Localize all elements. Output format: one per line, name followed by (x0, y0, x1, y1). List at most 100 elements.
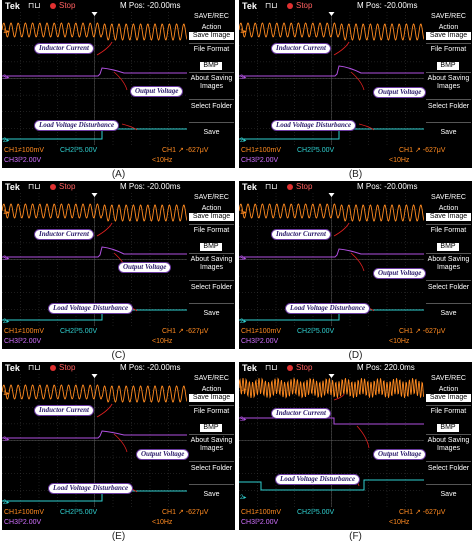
trigger-readout: CH1 ↗ -627μV (162, 147, 209, 154)
trigger-frequency: <10Hz (152, 157, 173, 164)
menu-about-saving[interactable]: About Saving Images (427, 256, 470, 271)
menu-bmp-value[interactable]: BMP (200, 424, 222, 432)
ch2-marker-icon: 2▸ (240, 138, 246, 144)
menu-save-image[interactable]: Save Image (189, 394, 234, 402)
load-disturbance-trace (239, 128, 424, 140)
menu-divider (426, 280, 471, 281)
ch3-marker-icon: 3▸ (240, 256, 246, 262)
inductor-current-trace (2, 203, 187, 222)
inductor-current-label: Inductor Current (271, 229, 331, 240)
menu-select-folder[interactable]: Select Folder (190, 284, 233, 291)
menu-save-image[interactable]: Save Image (426, 394, 471, 402)
annotation-arrow (113, 433, 128, 453)
menu-about-saving[interactable]: About Saving Images (427, 437, 470, 452)
ch1-scale: CH1≠100mV (4, 509, 45, 516)
menu-select-folder[interactable]: Select Folder (190, 465, 233, 472)
trigger-position-icon (328, 12, 335, 16)
menu-file-format[interactable]: File Format (193, 46, 230, 53)
menu-title: SAVE/REC (431, 375, 466, 382)
menu-file-format[interactable]: File Format (430, 408, 467, 415)
menu-action-label[interactable]: Action (201, 205, 222, 212)
menu-bmp-value[interactable]: BMP (437, 243, 459, 251)
menu-action-label[interactable]: Action (438, 205, 459, 212)
output-voltage-label: Output Voltage (130, 86, 184, 97)
menu-divider (189, 484, 234, 485)
load-disturbance-label: Load Voltage Disturbance (48, 303, 134, 314)
menu-save[interactable]: Save (440, 129, 457, 136)
scope-status-bar: Tek ⊓⊔ Stop M Pos: -20.00ms (239, 0, 472, 12)
menu-save-image[interactable]: Save Image (189, 32, 234, 40)
menu-save[interactable]: Save (203, 491, 220, 498)
trigger-readout: CH1 ↗ -627μV (162, 509, 209, 516)
acquisition-status: Stop (296, 363, 313, 372)
menu-divider (426, 434, 471, 435)
menu-save[interactable]: Save (440, 491, 457, 498)
menu-save-image[interactable]: Save Image (189, 213, 234, 221)
ch1-scale: CH1≠100mV (4, 328, 45, 335)
menu-action-label[interactable]: Action (438, 24, 459, 31)
menu-bmp-value[interactable]: BMP (437, 424, 459, 432)
annotation-arrow (333, 41, 350, 56)
menu-file-format[interactable]: File Format (430, 227, 467, 234)
ch2-marker-icon: 2▸ (3, 138, 9, 144)
load-disturbance-label: Load Voltage Disturbance (285, 303, 371, 314)
annotation-arrow (121, 123, 138, 131)
menu-save-image[interactable]: Save Image (426, 213, 471, 221)
trigger-frequency: <10Hz (389, 157, 410, 164)
scope-status-bar: Tek ⊓⊔ Stop M Pos: -20.00ms (2, 0, 235, 12)
brand-logo: Tek (5, 363, 20, 373)
panel-caption: (D) (348, 350, 363, 361)
save-rec-menu: SAVE/REC Action Save Image File Format B… (188, 193, 235, 326)
menu-file-format[interactable]: File Format (193, 227, 230, 234)
trigger-position-icon (91, 193, 98, 197)
menu-save[interactable]: Save (203, 129, 220, 136)
menu-save-image[interactable]: Save Image (426, 32, 471, 40)
menu-action-label[interactable]: Action (201, 386, 222, 393)
menu-bmp-value[interactable]: BMP (200, 62, 222, 70)
menu-action-label[interactable]: Action (201, 24, 222, 31)
save-rec-menu: SAVE/REC Action Save Image File Format B… (425, 193, 472, 326)
menu-save[interactable]: Save (440, 310, 457, 317)
menu-about-saving[interactable]: About Saving Images (427, 75, 470, 90)
ch3-marker-icon: 3▸ (3, 256, 9, 262)
horizontal-position: M Pos: -20.00ms (120, 363, 181, 372)
menu-divider (426, 461, 471, 462)
ch3-scale: CH3ℙ2.00V (4, 519, 42, 526)
menu-title: SAVE/REC (194, 13, 229, 20)
menu-bmp-value[interactable]: BMP (437, 62, 459, 70)
menu-about-saving[interactable]: About Saving Images (190, 75, 233, 90)
annotation-arrow (350, 252, 365, 272)
menu-file-format[interactable]: File Format (193, 408, 230, 415)
menu-title: SAVE/REC (194, 194, 229, 201)
ch2-marker-icon: 2▸ (240, 495, 246, 501)
ch3-scale: CH3ℙ2.00V (4, 157, 42, 164)
menu-divider (426, 224, 471, 225)
horizontal-position: M Pos: -20.00ms (357, 1, 418, 10)
annotation-arrow (350, 71, 365, 91)
menu-select-folder[interactable]: Select Folder (427, 465, 470, 472)
output-voltage-label: Output Voltage (373, 87, 427, 98)
waveform-area: 1▸ 3▸ 2▸ (239, 193, 424, 326)
menu-divider (426, 72, 471, 73)
menu-select-folder[interactable]: Select Folder (427, 103, 470, 110)
menu-divider (189, 99, 234, 100)
menu-about-saving[interactable]: About Saving Images (190, 256, 233, 271)
menu-save[interactable]: Save (203, 310, 220, 317)
menu-select-folder[interactable]: Select Folder (427, 284, 470, 291)
menu-action-label[interactable]: Action (438, 386, 459, 393)
menu-select-folder[interactable]: Select Folder (190, 103, 233, 110)
oscilloscope-screen: Tek ⊓⊔ Stop M Pos: -20.00ms 1▸ 3▸ 2▸ SAVE/… (2, 362, 235, 530)
inductor-current-label: Inductor Current (271, 43, 331, 54)
menu-file-format[interactable]: File Format (430, 46, 467, 53)
ch3-marker-icon: 3▸ (3, 75, 9, 81)
trigger-frequency: <10Hz (152, 519, 173, 526)
waveform-area: 1▸ 3▸ 2▸ (2, 12, 187, 145)
save-rec-menu: SAVE/REC Action Save Image File Format B… (425, 12, 472, 145)
menu-about-saving[interactable]: About Saving Images (190, 437, 233, 452)
ch2-scale: CH2ℙ5.00V (297, 509, 335, 516)
menu-bmp-value[interactable]: BMP (200, 243, 222, 251)
oscilloscope-screen: Tek ⊓⊔ Stop M Pos: -20.00ms 1▸ 3▸ 2▸ SAVE/… (239, 181, 472, 349)
panel-caption: (B) (348, 169, 363, 180)
annotation-arrow (96, 41, 113, 56)
ch1-scale: CH1≠100mV (241, 328, 282, 335)
